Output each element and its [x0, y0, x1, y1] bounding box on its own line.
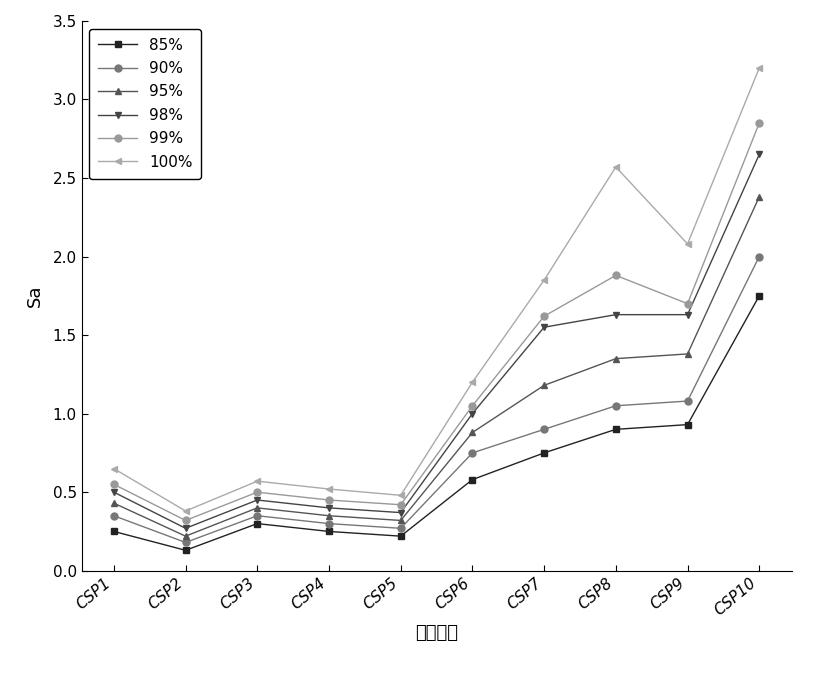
90%	[611, 402, 621, 410]
99%	[109, 480, 119, 489]
95%	[754, 193, 764, 201]
85%	[396, 532, 406, 540]
99%	[468, 402, 477, 410]
100%	[468, 378, 477, 386]
100%	[180, 507, 190, 515]
95%	[180, 532, 190, 540]
Legend: 85%, 90%, 95%, 98%, 99%, 100%: 85%, 90%, 95%, 98%, 99%, 100%	[89, 29, 202, 179]
100%	[683, 240, 693, 248]
100%	[324, 485, 334, 493]
90%	[252, 512, 262, 520]
95%	[109, 499, 119, 507]
90%	[683, 397, 693, 405]
99%	[252, 488, 262, 496]
100%	[539, 276, 549, 284]
99%	[396, 500, 406, 509]
95%	[396, 516, 406, 525]
95%	[611, 354, 621, 363]
99%	[683, 299, 693, 308]
90%	[754, 253, 764, 261]
85%	[180, 546, 190, 555]
90%	[324, 519, 334, 528]
X-axis label: 试件编号: 试件编号	[415, 624, 458, 642]
Line: 98%: 98%	[110, 151, 763, 532]
98%	[396, 508, 406, 516]
99%	[611, 271, 621, 280]
Line: 85%: 85%	[110, 292, 763, 554]
85%	[109, 528, 119, 536]
90%	[180, 538, 190, 546]
90%	[539, 425, 549, 434]
100%	[109, 464, 119, 473]
85%	[468, 475, 477, 484]
85%	[324, 528, 334, 536]
98%	[324, 504, 334, 512]
100%	[611, 163, 621, 171]
95%	[252, 504, 262, 512]
90%	[468, 449, 477, 457]
85%	[252, 519, 262, 528]
100%	[754, 64, 764, 72]
100%	[252, 477, 262, 485]
85%	[539, 449, 549, 457]
90%	[396, 524, 406, 532]
99%	[180, 516, 190, 525]
95%	[468, 428, 477, 436]
95%	[539, 381, 549, 390]
98%	[611, 310, 621, 319]
Line: 100%: 100%	[110, 65, 763, 514]
100%	[396, 491, 406, 500]
98%	[109, 488, 119, 496]
85%	[611, 425, 621, 434]
99%	[324, 496, 334, 504]
Line: 95%: 95%	[110, 193, 763, 539]
98%	[180, 524, 190, 532]
Line: 99%: 99%	[110, 120, 763, 524]
85%	[683, 420, 693, 429]
98%	[468, 409, 477, 418]
Line: 90%: 90%	[110, 253, 763, 546]
98%	[683, 310, 693, 319]
99%	[539, 312, 549, 320]
Y-axis label: Sa: Sa	[26, 285, 44, 307]
98%	[754, 150, 764, 159]
90%	[109, 512, 119, 520]
95%	[324, 512, 334, 520]
98%	[539, 323, 549, 331]
98%	[252, 496, 262, 504]
99%	[754, 119, 764, 127]
85%	[754, 292, 764, 300]
95%	[683, 350, 693, 358]
